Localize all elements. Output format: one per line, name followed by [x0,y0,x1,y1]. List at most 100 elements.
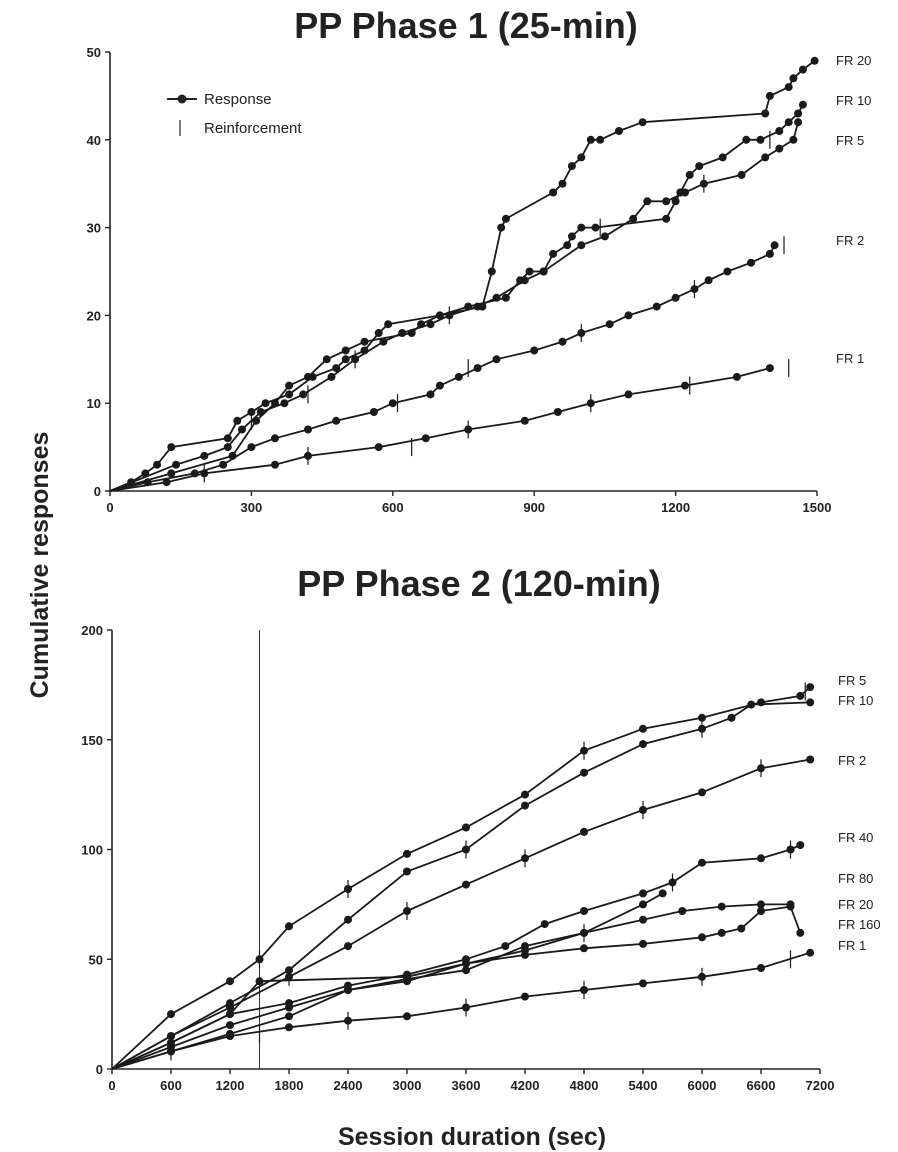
response-point [344,986,352,994]
response-point [784,118,793,127]
chart-panel-phase2: PP Phase 2 (120-min) 0 600 1200 1800 2400 300… [81,563,880,1093]
response-point [238,425,246,434]
response-point [757,900,765,909]
series-fr-2: FR 2 [109,233,864,492]
chart-panel-phase1: PP Phase 1 (25-min) 0 300 600 900 1200 1500 0 1… [87,5,872,515]
response-point [219,460,228,469]
x-tick-label: 4800 [570,1078,599,1093]
series-line [111,892,664,1070]
response-point [525,267,534,276]
y-tick-label: 20 [87,308,101,323]
response-point [624,311,633,320]
response-point [256,408,265,416]
response-point [639,724,647,733]
response-point [639,979,647,988]
x-tick-label: 600 [160,1078,182,1093]
series-label: FR 20 [838,897,873,912]
legend-response-marker [177,94,187,104]
response-point [403,867,411,876]
series-label: FR 40 [838,830,873,845]
series-label: FR 5 [836,133,864,148]
response-point [784,83,793,92]
response-point [810,56,819,65]
response-point [285,1003,293,1012]
response-point [172,460,180,469]
response-point [344,915,352,924]
response-point [223,443,232,452]
series-label: FR 20 [836,53,871,68]
x-tick-label: 3000 [393,1078,422,1093]
response-point [742,135,751,144]
y-tick-label: 0 [94,484,101,499]
response-point [624,390,633,399]
response-point [737,924,746,933]
response-point [521,942,529,951]
response-point [765,249,774,258]
response-point [765,364,774,373]
response-point [580,944,588,953]
response-point [388,399,397,408]
response-point [473,364,482,373]
response-point [671,197,680,206]
response-point [285,1023,293,1032]
x-tick-label: 0 [108,1078,115,1093]
response-point [798,65,807,74]
response-point [271,434,279,443]
response-point [462,823,470,832]
response-point [501,293,510,302]
response-point [167,1032,175,1041]
series-label: FR 2 [836,233,864,248]
response-point [577,223,586,232]
response-point [757,964,765,972]
series-line [111,758,811,1070]
response-point [341,346,350,355]
response-point [521,992,529,1001]
response-point [304,372,312,381]
response-point [580,827,588,836]
response-point [247,443,256,452]
response-point [770,241,779,250]
response-point [695,162,704,171]
response-point [379,337,388,346]
series-label: FR 5 [838,673,866,688]
series-label: FR 2 [838,753,866,768]
x-tick-label: 600 [382,500,404,515]
x-tick-label: 2400 [334,1078,363,1093]
response-point [226,1021,234,1030]
response-point [723,267,732,276]
response-point [639,889,647,898]
response-point [727,713,736,722]
response-point [577,241,586,250]
response-point [501,942,510,951]
y-tick-label: 50 [89,952,103,967]
response-point [327,372,336,381]
response-point [226,1010,234,1019]
response-point [280,399,289,408]
response-point [658,889,667,898]
response-point [162,478,171,487]
response-point [285,922,293,931]
response-point [732,372,741,381]
response-point [435,311,444,320]
x-tick-label: 300 [241,500,263,515]
chart-title-phase1: PP Phase 1 (25-min) [294,5,637,46]
series-fr-1: FR 1 [109,351,864,492]
response-point [643,197,652,206]
series-line [111,844,801,1070]
response-point [223,434,232,443]
x-tick-label: 3600 [452,1078,481,1093]
response-point [374,329,383,337]
response-point [775,127,784,135]
response-point [638,118,647,127]
series-label: FR 1 [838,938,866,953]
response-point [698,788,706,797]
response-point [261,399,270,408]
response-point [718,153,727,162]
response-point [492,355,501,364]
response-point [685,170,694,179]
response-point [806,683,815,692]
response-point [717,902,726,911]
response-point [806,948,815,957]
response-point [563,241,572,250]
